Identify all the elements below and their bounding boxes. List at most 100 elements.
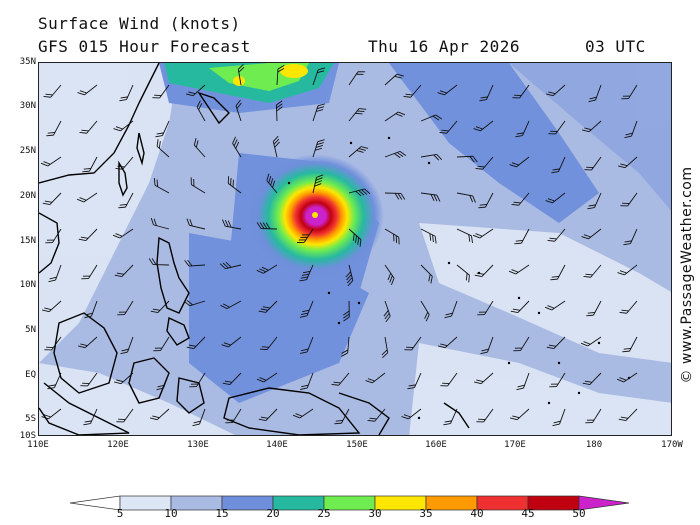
- wind-barb: [514, 228, 530, 245]
- wind-barbs: [40, 63, 638, 427]
- wind-barb: [477, 300, 494, 316]
- wind-barb: [150, 217, 170, 230]
- wind-barb: [587, 192, 602, 210]
- wind-barb: [276, 65, 285, 86]
- wind-barb: [384, 228, 400, 245]
- colorbar-segment: [527, 495, 580, 511]
- wind-barb: [312, 174, 324, 194]
- wind-barb: [480, 336, 494, 355]
- wind-barb: [297, 228, 314, 243]
- wind-barb: [227, 176, 242, 194]
- wind-barb: [581, 228, 602, 240]
- chart-title: Surface Wind (knots): [38, 14, 241, 33]
- wind-barb: [552, 408, 566, 427]
- colorbar-label: 25: [317, 507, 331, 520]
- wind-barb: [420, 300, 430, 322]
- wind-map[interactable]: [38, 62, 672, 436]
- wind-barb: [193, 138, 206, 158]
- wind-barb: [420, 264, 433, 284]
- wind-barb: [384, 192, 406, 200]
- lon-label: 170W: [661, 440, 683, 450]
- colorbar-label: 45: [521, 507, 535, 520]
- wind-barb: [620, 192, 638, 207]
- wind-barb: [616, 372, 638, 383]
- wind-barb: [456, 228, 473, 244]
- colorbar-label: 10: [164, 507, 178, 520]
- wind-barb: [420, 153, 443, 161]
- wind-barb: [155, 120, 170, 138]
- wind-barb: [78, 336, 98, 349]
- lon-label: 180: [585, 440, 603, 450]
- wind-barb: [222, 372, 242, 385]
- wind-barb: [258, 300, 278, 313]
- wind-barb: [256, 264, 278, 274]
- wind-barb: [186, 218, 206, 230]
- lat-label: 5N: [25, 325, 36, 335]
- wind-barb: [220, 300, 242, 310]
- wind-barb: [183, 300, 206, 307]
- wind-barb: [549, 372, 566, 388]
- wind-barb: [381, 336, 389, 359]
- colorbar-segment: [374, 495, 427, 511]
- wind-barb: [407, 372, 422, 390]
- wind-barb: [420, 228, 437, 244]
- wind-barb: [42, 300, 62, 313]
- colorbar-low-end: [69, 495, 121, 511]
- wind-barb: [443, 408, 458, 426]
- lon-label: 170E: [504, 440, 526, 450]
- wind-barb: [221, 336, 242, 348]
- wind-barb: [512, 84, 530, 99]
- wind-barb: [46, 120, 62, 137]
- wind-barb: [583, 264, 602, 278]
- wind-barb: [510, 408, 530, 421]
- forecast-time: 03 UTC: [585, 37, 646, 56]
- credit-label: © www.PassageWeather.com: [679, 166, 695, 384]
- wind-barb: [299, 264, 314, 282]
- lat-label: 25N: [19, 146, 36, 156]
- wind-barb: [403, 84, 422, 98]
- wind-barb: [510, 300, 530, 313]
- wind-barb: [114, 372, 134, 385]
- wind-barb: [404, 336, 422, 351]
- wind-barb: [41, 408, 62, 420]
- wind-barb: [580, 336, 602, 347]
- wind-barb: [440, 372, 458, 387]
- wind-barb: [81, 264, 98, 280]
- wind-barb: [516, 372, 530, 391]
- colorbar-segment: [425, 495, 478, 511]
- wind-barb: [80, 372, 98, 387]
- wind-barb: [585, 408, 602, 424]
- wind-barb: [475, 156, 494, 170]
- wind-barb: [76, 192, 98, 203]
- wind-barb: [117, 300, 134, 316]
- wind-barb: [259, 336, 278, 351]
- wind-barb: [292, 408, 314, 419]
- wind-barb: [40, 156, 62, 167]
- typhoon-eye: [312, 212, 318, 218]
- colorbar-label: 50: [572, 507, 586, 520]
- colorbar-label: 30: [368, 507, 382, 520]
- wind-barb: [618, 156, 638, 169]
- wind-barb: [547, 228, 566, 242]
- wind-barb: [348, 146, 369, 158]
- lat-label: 15N: [19, 236, 36, 246]
- wind-barb: [184, 259, 206, 267]
- colorbar-segment: [323, 495, 376, 511]
- wind-barb: [582, 372, 602, 385]
- wind-barb: [150, 408, 170, 421]
- lat-label: 10S: [19, 431, 36, 441]
- wind-barb: [551, 156, 566, 174]
- wind-barb: [45, 228, 62, 244]
- forecast-label: GFS 015 Hour Forecast: [38, 37, 251, 56]
- wind-barb: [456, 155, 478, 163]
- wind-barb: [43, 84, 62, 98]
- colorbar-high-end: [578, 495, 630, 511]
- wind-barb: [300, 336, 314, 354]
- wind-barb: [444, 300, 458, 319]
- wind-barb: [508, 264, 530, 275]
- wind-barb: [617, 264, 638, 276]
- colorbar-segment: [221, 495, 274, 511]
- wind-barb: [300, 372, 314, 390]
- colorbar-label: 35: [419, 507, 433, 520]
- colorbar-segment: [170, 495, 223, 511]
